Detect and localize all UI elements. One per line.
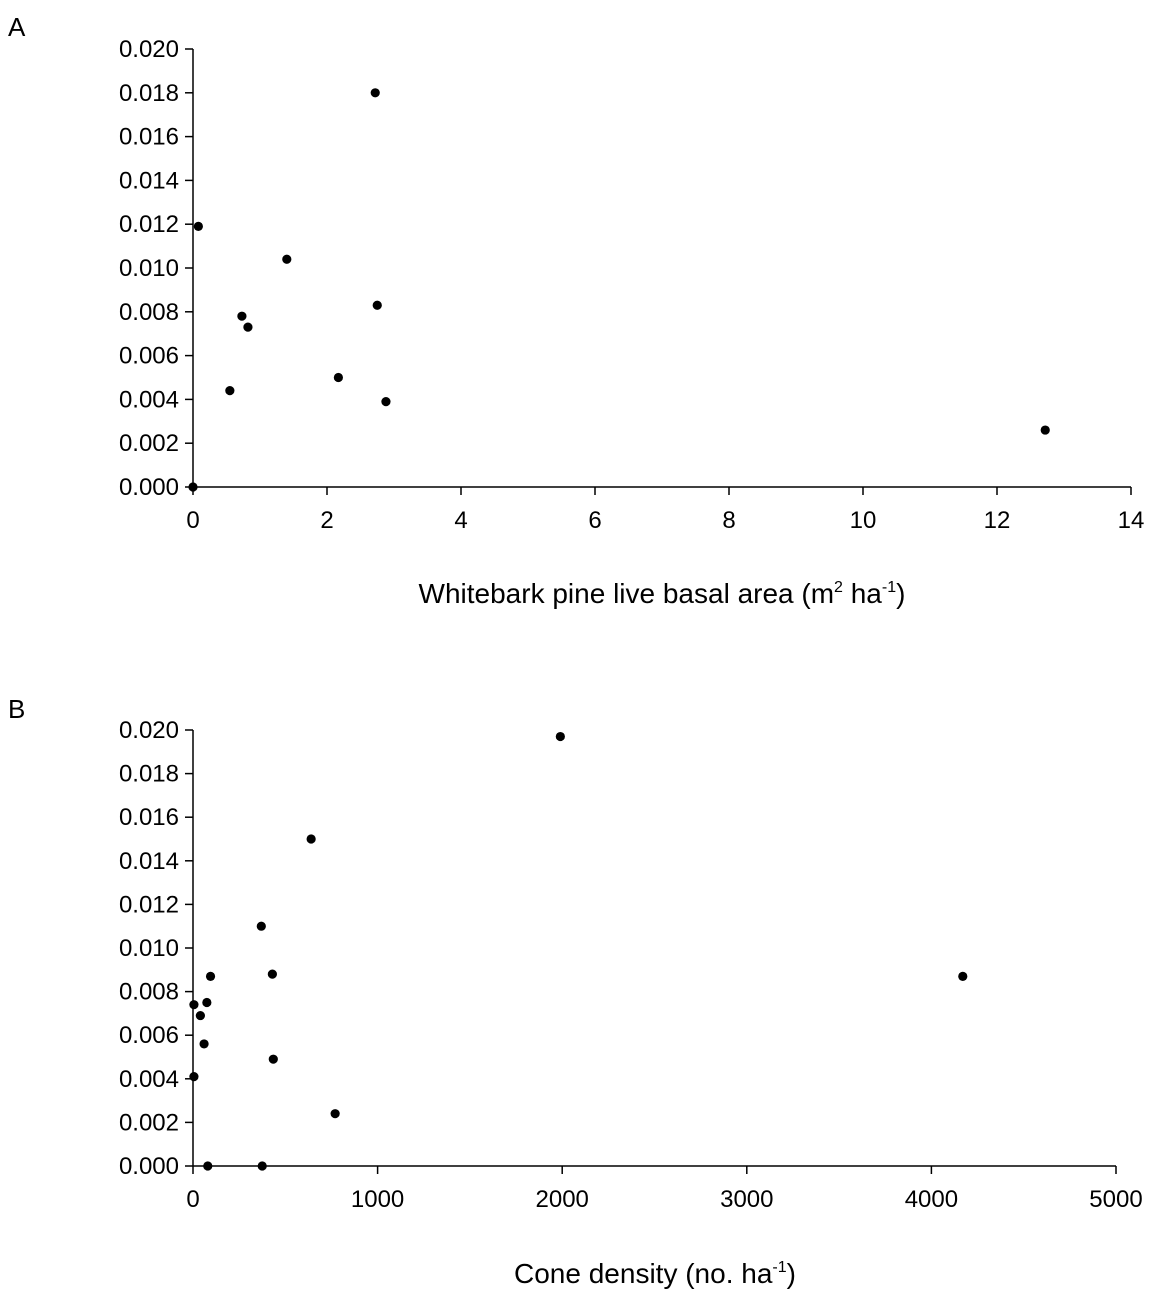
y-tick-label: 0.012 (119, 211, 179, 238)
x-axis-title-text: Whitebark pine live basal area (m (419, 578, 835, 609)
x-tick-label: 4 (454, 507, 467, 534)
y-tick-label: 0.010 (119, 935, 179, 962)
y-tick-label: 0.016 (119, 804, 179, 831)
y-tick-label: 0.018 (119, 761, 179, 788)
data-point (189, 1000, 199, 1010)
data-point (237, 311, 247, 321)
x-tick-label: 14 (1118, 507, 1145, 534)
data-point (202, 997, 212, 1008)
data-point (256, 921, 266, 931)
x-tick-label: 0 (186, 507, 199, 534)
y-tick-label: 0.020 (119, 36, 179, 63)
data-point (306, 834, 316, 844)
x-tick-label: 3000 (720, 1186, 773, 1213)
data-point (372, 300, 382, 310)
y-tick-label: 0.006 (119, 343, 179, 370)
data-point (188, 482, 198, 492)
data-point (189, 1072, 199, 1082)
y-tick-label: 0.014 (119, 848, 179, 875)
data-point (555, 731, 565, 742)
x-tick-label: 6 (588, 507, 601, 534)
data-point (243, 322, 253, 332)
y-tick-label: 0.008 (119, 979, 179, 1006)
x-axis-title-superscript: -1 (882, 579, 896, 596)
x-axis-title: Cone density (no. ha-1) (514, 1258, 796, 1289)
x-tick-label: 8 (722, 507, 735, 534)
panel-label: B (8, 694, 25, 724)
data-point (193, 221, 203, 231)
y-tick-label: 0.020 (119, 717, 179, 744)
y-tick-label: 0.006 (119, 1022, 179, 1049)
y-tick-label: 0.010 (119, 255, 179, 282)
x-axis-title-text: ha (843, 578, 882, 609)
data-point (333, 372, 343, 383)
x-tick-label: 5000 (1089, 1186, 1142, 1213)
data-point (1040, 425, 1050, 435)
y-tick-label: 0.000 (119, 1153, 179, 1180)
data-point (282, 254, 292, 264)
x-axis-title-text: ) (787, 1258, 796, 1289)
x-axis-title: Whitebark pine live basal area (m2 ha-1) (419, 578, 906, 609)
x-tick-label: 4000 (905, 1186, 958, 1213)
data-point (203, 1161, 213, 1171)
x-tick-label: 0 (186, 1186, 199, 1213)
data-point (330, 1109, 340, 1119)
data-point (267, 969, 277, 979)
x-tick-label: 10 (850, 507, 877, 534)
data-point (205, 971, 216, 981)
x-axis-title-superscript: 2 (834, 579, 843, 596)
y-tick-label: 0.004 (119, 1066, 179, 1093)
y-tick-label: 0.014 (119, 167, 179, 194)
x-tick-label: 2000 (536, 1186, 589, 1213)
y-tick-label: 0.012 (119, 891, 179, 918)
x-tick-label: 12 (984, 507, 1011, 534)
x-tick-label: 2 (320, 507, 333, 534)
data-point (257, 1161, 267, 1171)
data-point (225, 386, 235, 396)
data-point (268, 1054, 278, 1064)
y-tick-label: 0.018 (119, 80, 179, 107)
y-tick-label: 0.002 (119, 1109, 179, 1136)
y-tick-label: 0.002 (119, 430, 179, 457)
data-point (370, 88, 380, 98)
x-axis-title-text: ) (896, 578, 905, 609)
y-tick-label: 0.008 (119, 299, 179, 326)
panel-label: A (8, 12, 26, 42)
data-point (195, 1010, 205, 1021)
data-point (199, 1039, 209, 1049)
x-tick-label: 1000 (351, 1186, 404, 1213)
data-point (958, 971, 968, 981)
chart-panel-a: A 0.000 0.002 0.004 0.006 0.008 0.010 0.012 0.01… (8, 12, 1144, 609)
x-axis-title-superscript: -1 (772, 1259, 786, 1276)
y-tick-label: 0.000 (119, 474, 179, 501)
y-tick-label: 0.004 (119, 386, 179, 413)
chart-panel-b: B 0.000 0.002 0.004 0.006 0.008 0.010 0.012 0.01… (8, 694, 1143, 1289)
data-point (381, 396, 391, 407)
y-tick-label: 0.016 (119, 124, 179, 151)
x-axis-title-text: Cone density (no. ha (514, 1258, 773, 1289)
